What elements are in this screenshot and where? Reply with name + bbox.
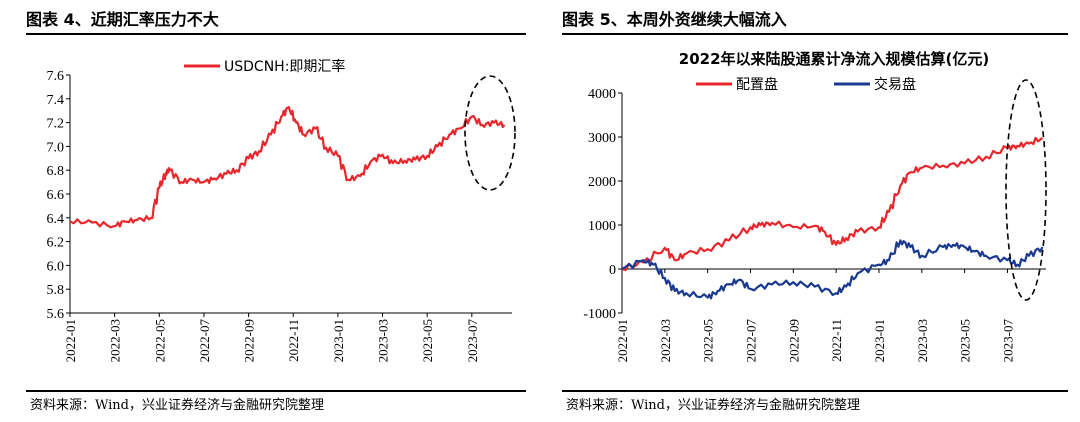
y-tick-label: 6.4 xyxy=(47,212,65,227)
y-tick-label: 6.2 xyxy=(47,236,65,251)
y-tick-label: 5.6 xyxy=(47,307,65,322)
figure-4-top-rule xyxy=(26,33,526,35)
x-tick-label: 2023-03 xyxy=(915,319,930,362)
y-tick-label: 0 xyxy=(609,263,616,278)
y-tick-label: 7.6 xyxy=(47,69,65,84)
usdcnh-line-chart: 7.6 7.4 7.2 7.0 6.8 6.6 6.4 6.2 6.0 5.8 5.62022-01… xyxy=(47,58,516,363)
x-tick-label: 2023-03 xyxy=(376,319,391,362)
highlight-ellipse xyxy=(464,75,516,191)
x-tick-label: 2022-09 xyxy=(242,319,257,362)
highlight-ellipse xyxy=(1005,79,1047,301)
x-tick-label: 2022-11 xyxy=(829,319,844,362)
x-tick-label: 2022-01 xyxy=(63,319,78,362)
y-tick-label: 3000 xyxy=(588,131,616,146)
series-line-1 xyxy=(69,106,506,229)
figure-5-source: 资料来源：Wind，兴业证券经济与金融研究院整理 xyxy=(566,398,860,413)
y-tick-label: 7.4 xyxy=(47,93,65,108)
x-tick-label: 2022-07 xyxy=(197,319,212,363)
y-tick-label: 6.0 xyxy=(47,259,65,274)
legend-label: 交易盘 xyxy=(874,76,916,93)
y-tick-label: 4000 xyxy=(588,87,616,102)
legend-label: 配置盘 xyxy=(736,76,778,93)
x-tick-label: 2022-05 xyxy=(701,319,716,362)
figure-5-bottom-rule xyxy=(562,390,1068,392)
y-tick-label: 7.0 xyxy=(47,140,65,155)
x-tick-label: 2022-07 xyxy=(743,319,758,363)
figure-5-panel: 图表 5、本周外资继续大幅流入 4000 3000 2000 1000 0 -1000 20… xyxy=(548,0,1080,422)
x-tick-label: 2022-01 xyxy=(615,319,630,362)
y-tick-label: 1000 xyxy=(588,219,616,234)
x-tick-label: 2022-09 xyxy=(786,319,801,362)
x-tick-label: 2022-05 xyxy=(152,319,167,362)
x-tick-label: 2023-07 xyxy=(465,319,480,363)
y-tick-label: 6.8 xyxy=(47,164,65,179)
chart-title: 2022年以来陆股通累计净流入规模估算(亿元) xyxy=(679,50,989,68)
figure-4-source: 资料来源：Wind，兴业证券经济与金融研究院整理 xyxy=(30,398,324,413)
y-tick-label: 2000 xyxy=(588,175,616,190)
series-line-1 xyxy=(621,136,1044,272)
figure-4-title: 图表 4、近期汇率压力不大 xyxy=(26,10,219,29)
x-tick-label: 2022-03 xyxy=(108,319,123,362)
figure-4-panel: 图表 4、近期汇率压力不大 7.6 7.4 7.2 7.0 6.8 6.6 6.4 6.2 6.… xyxy=(0,0,534,422)
y-tick-label: 6.6 xyxy=(47,188,65,203)
legend-label: USDCNH:即期汇率 xyxy=(224,58,345,75)
x-tick-label: 2023-07 xyxy=(1000,319,1015,363)
x-tick-label: 2022-11 xyxy=(286,319,301,362)
y-tick-label: 5.8 xyxy=(47,283,65,298)
x-tick-label: 2023-05 xyxy=(958,319,973,362)
series-line-2 xyxy=(621,239,1044,300)
x-tick-label: 2023-01 xyxy=(872,319,887,362)
figure-4-bottom-rule xyxy=(26,390,526,392)
y-tick-label: 7.2 xyxy=(47,117,65,132)
x-tick-label: 2023-05 xyxy=(420,319,435,362)
x-tick-label: 2023-01 xyxy=(331,319,346,362)
y-tick-label: -1000 xyxy=(583,307,616,322)
figure-5-top-rule xyxy=(562,33,1068,35)
figure-5-title: 图表 5、本周外资继续大幅流入 xyxy=(562,10,787,29)
x-tick-label: 2022-03 xyxy=(658,319,673,362)
